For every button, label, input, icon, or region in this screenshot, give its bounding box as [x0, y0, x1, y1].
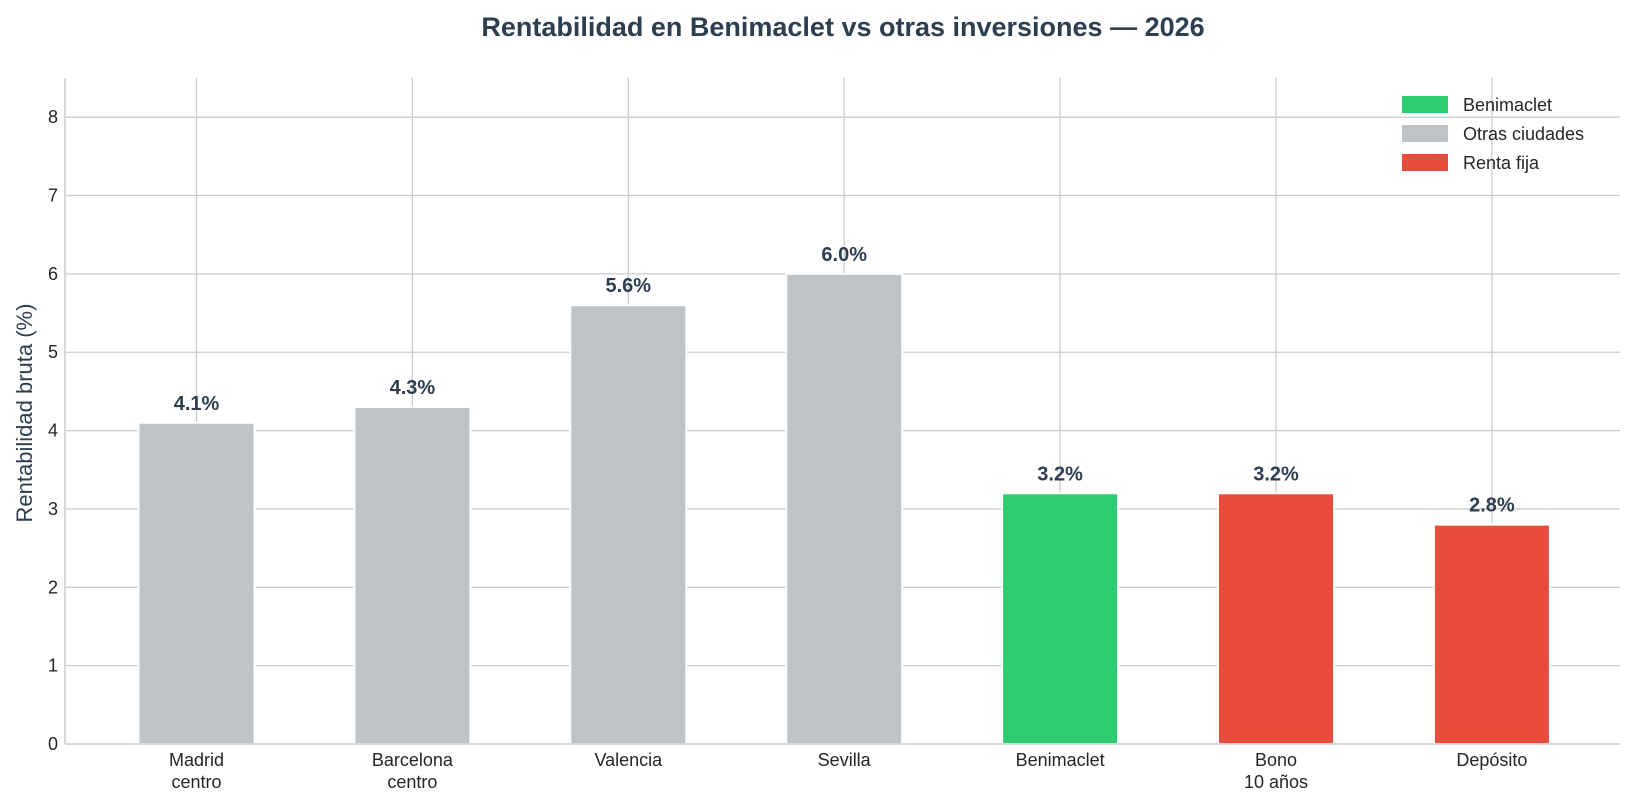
legend-swatch — [1402, 154, 1448, 171]
x-tick-label: Depósito — [1456, 750, 1527, 770]
x-tick-label: Madrid centro — [169, 750, 224, 792]
value-label: 2.8% — [1469, 495, 1515, 517]
value-labels: 4.1% 4.3% 5.6% 6.0% 3.2% 3.2% 2.8% — [174, 244, 1515, 517]
value-label: 3.2% — [1253, 463, 1299, 485]
y-tick-label: 0 — [48, 734, 58, 754]
bar — [137, 421, 256, 745]
x-tick-label: Bono 10 años — [1244, 750, 1308, 792]
value-label: 3.2% — [1037, 463, 1083, 485]
legend-label: Otras ciudades — [1463, 124, 1584, 144]
y-tick-label: 7 — [48, 186, 58, 206]
x-tick-label: Benimaclet — [1016, 750, 1105, 770]
x-tick-label: Sevilla — [818, 750, 872, 770]
y-tick-labels: 0 1 2 3 4 5 6 7 8 — [48, 107, 58, 754]
bars — [137, 272, 1551, 746]
legend-swatch — [1402, 125, 1448, 142]
bar — [1432, 523, 1551, 745]
chart-title: Rentabilidad en Benimaclet vs otras inve… — [481, 12, 1204, 42]
y-tick-label: 3 — [48, 499, 58, 519]
axes — [64, 78, 1620, 745]
legend: Benimaclet Otras ciudades Renta fija — [1402, 95, 1584, 173]
legend-label: Benimaclet — [1463, 95, 1552, 115]
bar — [353, 406, 472, 745]
y-tick-label: 6 — [48, 264, 58, 284]
x-tick-label: Valencia — [594, 750, 663, 770]
value-label: 5.6% — [606, 275, 652, 297]
y-tick-label: 1 — [48, 656, 58, 676]
y-tick-label: 8 — [48, 107, 58, 127]
legend-label: Renta fija — [1463, 153, 1540, 173]
bar — [785, 272, 904, 745]
bar — [569, 304, 688, 745]
y-tick-label: 2 — [48, 577, 58, 597]
y-tick-label: 4 — [48, 421, 58, 441]
y-tick-label: 5 — [48, 342, 58, 362]
bar — [1217, 492, 1335, 746]
value-label: 4.3% — [390, 377, 436, 399]
value-label: 6.0% — [821, 244, 867, 266]
x-tick-label: Barcelona centro — [372, 750, 454, 792]
bar — [1001, 492, 1120, 746]
y-axis-label: Rentabilidad bruta (%) — [12, 304, 37, 523]
legend-swatch — [1402, 96, 1448, 113]
value-label: 4.1% — [174, 393, 220, 415]
x-tick-labels: Madrid centro Barcelona centro Valencia Sevil… — [169, 750, 1527, 792]
